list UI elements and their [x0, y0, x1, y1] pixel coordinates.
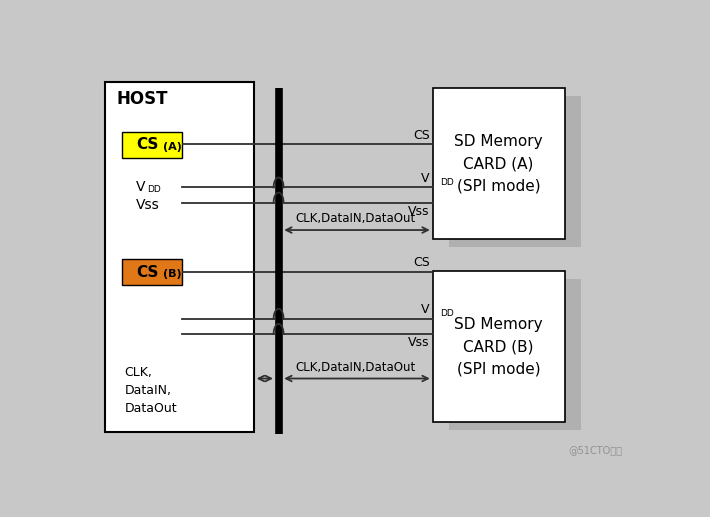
Text: CLK,
DataIN,
DataOut: CLK, DataIN, DataOut — [124, 366, 177, 415]
Text: DD: DD — [147, 185, 161, 194]
Text: DD: DD — [439, 178, 454, 187]
Text: (B): (B) — [163, 269, 181, 279]
Text: DD: DD — [439, 309, 454, 318]
Bar — [122, 132, 182, 158]
Text: CLK,DataIN,DataOut: CLK,DataIN,DataOut — [295, 212, 416, 225]
Text: CLK,DataIN,DataOut: CLK,DataIN,DataOut — [295, 361, 416, 374]
Bar — [449, 96, 581, 247]
Text: @51CTO博客: @51CTO博客 — [569, 445, 623, 455]
Text: Vss: Vss — [408, 205, 430, 218]
Bar — [122, 259, 182, 285]
Bar — [432, 88, 564, 239]
Text: Vss: Vss — [408, 336, 430, 349]
Bar — [105, 82, 254, 432]
Text: SD Memory
CARD (A)
(SPI mode): SD Memory CARD (A) (SPI mode) — [454, 134, 543, 193]
Text: CS: CS — [136, 265, 158, 280]
Text: (A): (A) — [163, 142, 181, 152]
Text: V: V — [422, 172, 430, 185]
Text: CS: CS — [413, 256, 430, 269]
Text: SD Memory
CARD (B)
(SPI mode): SD Memory CARD (B) (SPI mode) — [454, 317, 543, 376]
Text: CS: CS — [136, 137, 158, 152]
Text: V: V — [422, 303, 430, 316]
Bar — [449, 279, 581, 430]
Bar — [432, 271, 564, 422]
Text: CS: CS — [413, 129, 430, 142]
Text: V: V — [136, 180, 145, 194]
Text: Vss: Vss — [136, 197, 159, 211]
Text: HOST: HOST — [116, 90, 168, 108]
